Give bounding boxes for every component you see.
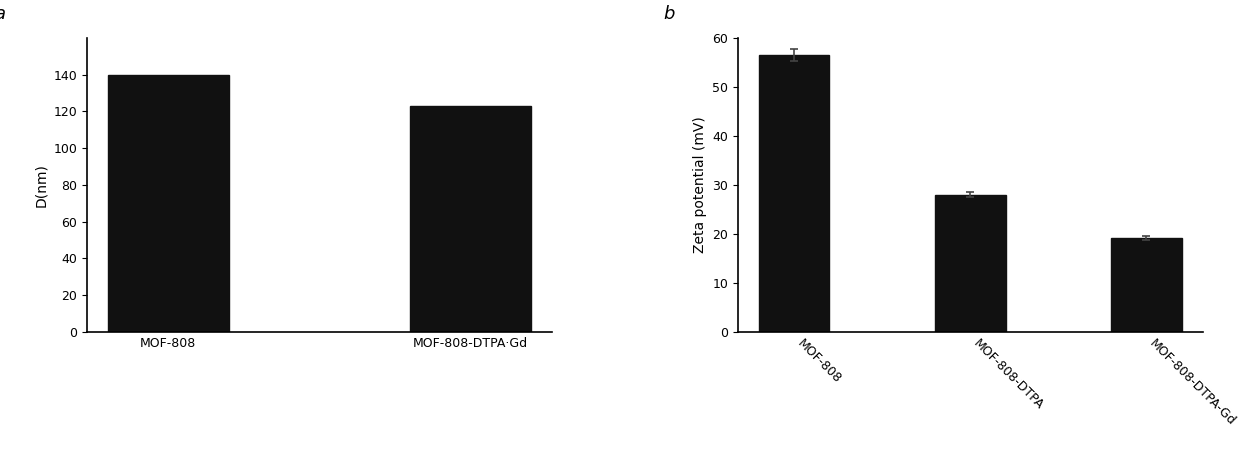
Y-axis label: D(nm): D(nm) xyxy=(33,163,47,207)
Bar xyxy=(410,106,531,332)
Bar xyxy=(759,55,830,332)
Bar xyxy=(1111,238,1182,332)
Text: b: b xyxy=(663,5,675,23)
Text: a: a xyxy=(0,5,5,23)
Y-axis label: Zeta potential (mV): Zeta potential (mV) xyxy=(692,117,707,253)
Bar xyxy=(108,74,228,332)
Bar xyxy=(935,195,1006,332)
